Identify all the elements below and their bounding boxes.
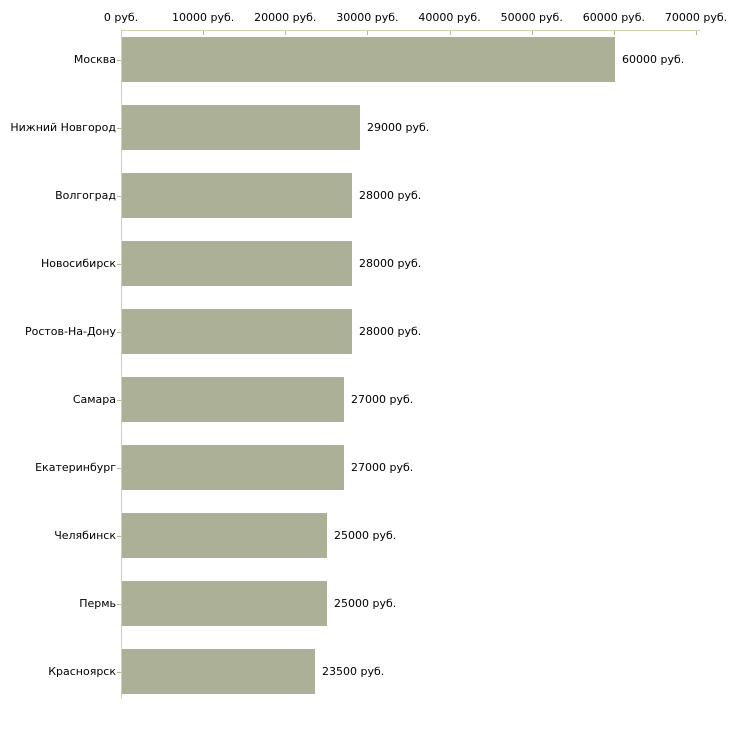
x-axis-tick xyxy=(367,31,369,35)
x-axis-tick-label: 0 руб. xyxy=(103,11,139,24)
y-axis-tick xyxy=(117,468,121,469)
bar xyxy=(122,649,315,694)
y-axis-tick xyxy=(117,128,121,129)
value-label: 27000 руб. xyxy=(351,393,414,406)
category-label: Красноярск xyxy=(48,665,116,678)
x-axis-tick-label: 40000 руб. xyxy=(418,11,481,24)
x-axis-tick xyxy=(696,31,697,35)
bar xyxy=(122,37,615,82)
y-axis-line xyxy=(121,30,122,699)
x-axis-tick-label: 10000 руб. xyxy=(172,11,235,24)
category-label: Челябинск xyxy=(54,529,116,542)
x-axis-tick-label: 60000 руб. xyxy=(582,11,645,24)
category-label: Волгоград xyxy=(55,189,116,202)
bar xyxy=(122,377,344,422)
x-axis-tick xyxy=(613,31,615,35)
category-label: Новосибирск xyxy=(40,257,116,270)
value-label: 60000 руб. xyxy=(622,53,685,66)
x-axis-tick xyxy=(285,31,287,35)
bar xyxy=(122,309,352,354)
bar xyxy=(122,445,344,490)
x-axis-tick-label: 30000 руб. xyxy=(336,11,399,24)
y-axis-tick xyxy=(117,672,121,673)
bar xyxy=(122,105,360,150)
x-axis-line xyxy=(121,30,700,31)
category-label: Ростов-На-Дону xyxy=(24,325,116,338)
y-axis-tick xyxy=(117,196,121,197)
value-label: 28000 руб. xyxy=(359,257,422,270)
y-axis-tick xyxy=(117,604,121,605)
y-axis-tick xyxy=(117,400,121,401)
category-label: Москва xyxy=(73,53,116,66)
value-label: 27000 руб. xyxy=(351,461,414,474)
bar xyxy=(122,513,327,558)
value-label: 23500 руб. xyxy=(322,665,385,678)
bar xyxy=(122,241,352,286)
x-axis-tick xyxy=(203,31,205,35)
y-axis-tick xyxy=(117,332,121,333)
x-axis-tick-label: 70000 руб. xyxy=(664,11,728,24)
x-axis-tick xyxy=(531,31,533,35)
value-label: 28000 руб. xyxy=(359,325,422,338)
category-label: Самара xyxy=(72,393,116,406)
y-axis-tick xyxy=(117,60,121,61)
category-label: Екатеринбург xyxy=(35,461,116,474)
y-axis-tick xyxy=(117,264,121,265)
x-axis-tick-label: 50000 руб. xyxy=(500,11,563,24)
x-axis-tick-label: 20000 руб. xyxy=(254,11,317,24)
category-label: Пермь xyxy=(79,597,116,610)
category-label: Нижний Новгород xyxy=(10,121,116,134)
bar xyxy=(122,581,327,626)
value-label: 25000 руб. xyxy=(334,529,397,542)
y-axis-tick xyxy=(117,536,121,537)
x-axis-tick xyxy=(449,31,451,35)
value-label: 29000 руб. xyxy=(367,121,430,134)
value-label: 25000 руб. xyxy=(334,597,397,610)
bar xyxy=(122,173,352,218)
value-label: 28000 руб. xyxy=(359,189,422,202)
